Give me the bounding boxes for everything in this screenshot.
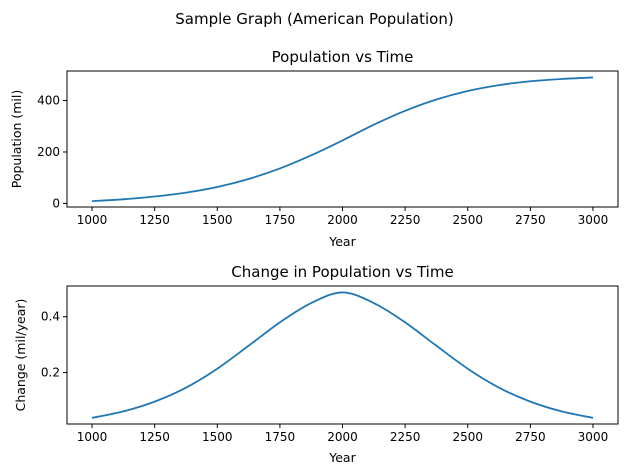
population-x-tick-label: 2500 <box>452 213 483 227</box>
change-x-ticks: 1000 1250 1500 1750 2000 2250 2500 2750 3000 <box>77 424 608 444</box>
population-x-tick-label: 2250 <box>390 213 421 227</box>
population-x-tick-label: 1750 <box>265 213 296 227</box>
population-line <box>91 76 593 202</box>
population-y-tick-label: 200 <box>37 145 60 159</box>
change-x-tick-label: 2750 <box>515 430 546 444</box>
population-y-tick-label: 0 <box>52 196 60 210</box>
population-x-ticks: 1000 1250 1500 1750 2000 2250 2500 2750 3000 <box>77 207 608 227</box>
population-plot-title: Population vs Time <box>272 48 414 66</box>
change-x-axis-label: Year <box>328 450 356 465</box>
change-x-tick-label: 2250 <box>390 430 421 444</box>
population-x-tick-label: 1000 <box>77 213 108 227</box>
change-x-tick-label: 3000 <box>578 430 609 444</box>
population-x-axis-label: Year <box>328 234 356 249</box>
change-y-tick-label: 0.2 <box>41 366 60 380</box>
change-y-ticks: 0.2 0.4 <box>41 310 67 380</box>
population-x-tick-label: 2000 <box>327 213 358 227</box>
change-x-tick-label: 1750 <box>265 430 296 444</box>
change-x-tick-label: 2500 <box>452 430 483 444</box>
population-x-tick-label: 1500 <box>202 213 233 227</box>
population-plot-frame <box>66 70 619 208</box>
change-line <box>91 291 594 419</box>
change-x-tick-label: 1500 <box>202 430 233 444</box>
change-plot-title: Change in Population vs Time <box>231 263 453 281</box>
change-y-axis-label: Change (mil/year) <box>13 299 28 412</box>
population-x-tick-label: 1250 <box>139 213 170 227</box>
change-x-tick-label: 1000 <box>77 430 108 444</box>
population-x-tick-label: 3000 <box>578 213 609 227</box>
population-y-ticks: 0 200 400 <box>37 94 67 210</box>
change-y-tick-label: 0.4 <box>41 310 60 324</box>
population-y-tick-label: 400 <box>37 94 60 108</box>
figure-suptitle: Sample Graph (American Population) <box>175 10 453 28</box>
population-plot: Population vs Time 1000 1250 1500 1750 2000 2… <box>9 48 619 249</box>
change-x-tick-label: 1250 <box>139 430 170 444</box>
population-y-axis-label: Population (mil) <box>9 90 24 189</box>
change-x-tick-label: 2000 <box>327 430 358 444</box>
population-x-tick-label: 2750 <box>515 213 546 227</box>
change-plot: Change in Population vs Time 1000 1250 150… <box>13 263 619 465</box>
